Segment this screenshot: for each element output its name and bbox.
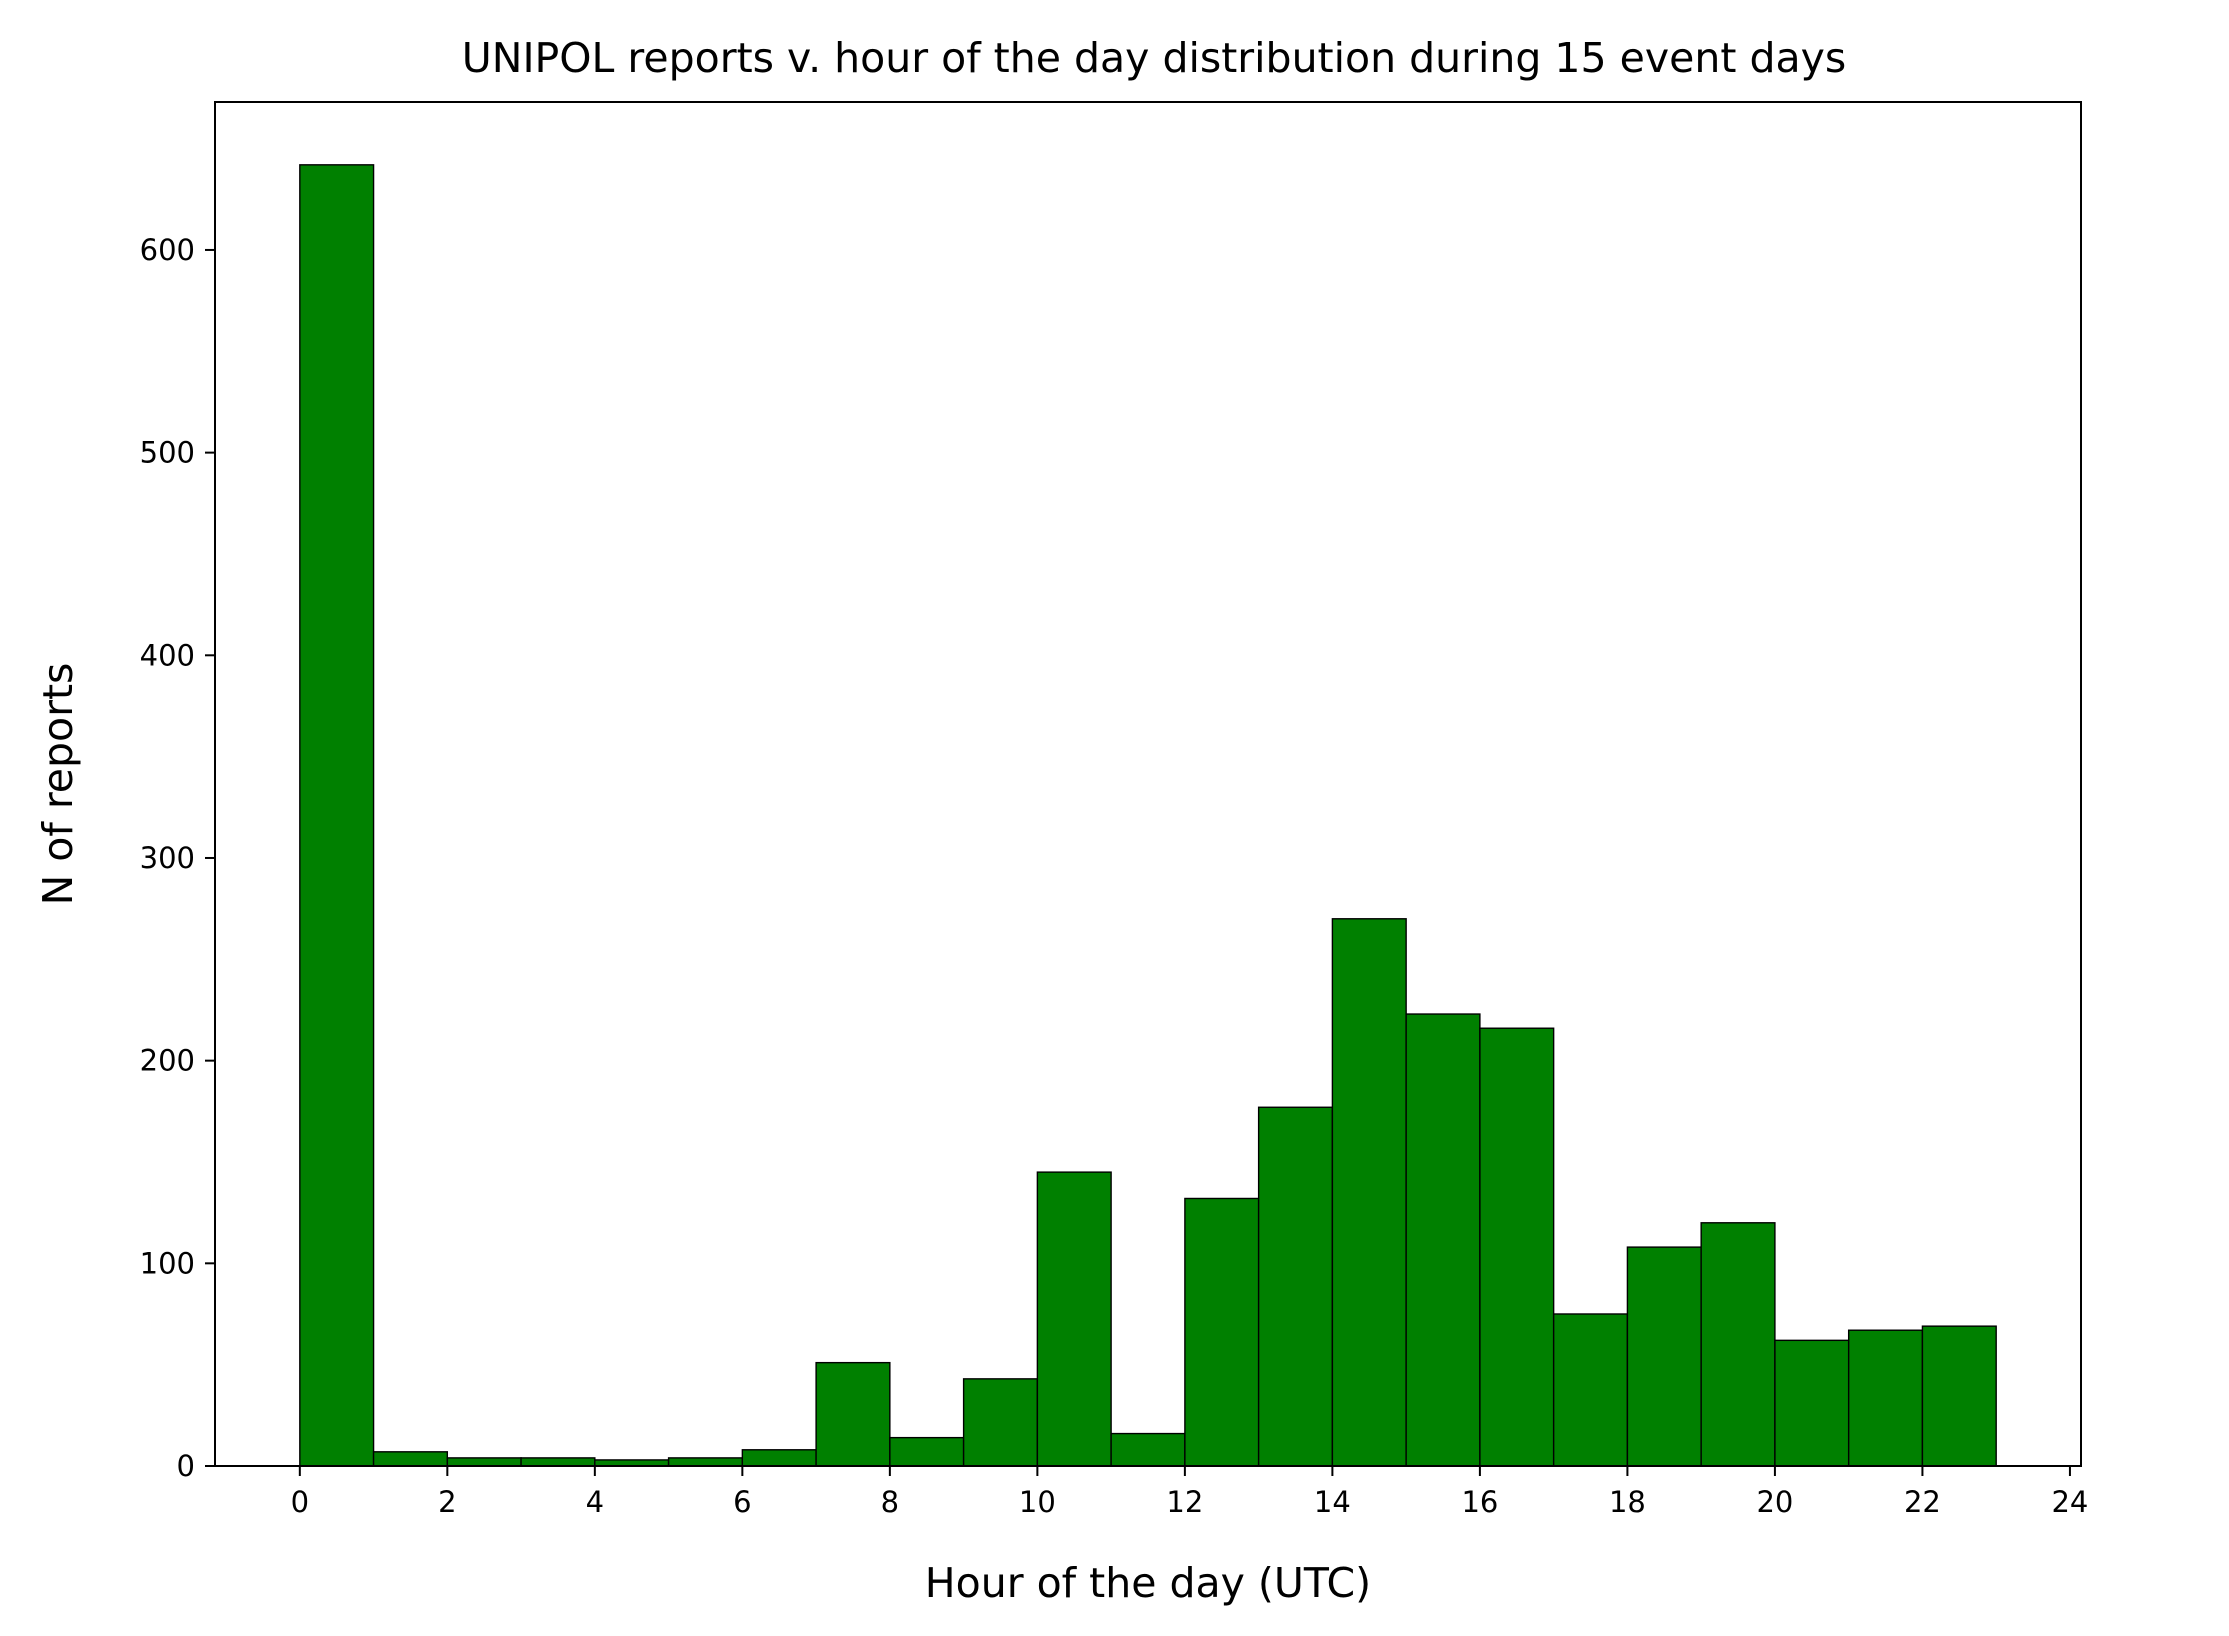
x-tick-label: 14 <box>1314 1485 1351 1519</box>
bar-hour-19 <box>1700 1222 1776 1467</box>
x-axis-ticks: 0 2 4 6 8 10 12 14 16 18 20 22 24 <box>291 1466 2088 1519</box>
bar-hour-9 <box>962 1378 1039 1467</box>
x-tick-label: 24 <box>2051 1485 2088 1519</box>
bar-hour-0 <box>299 164 375 1467</box>
x-tick-label: 4 <box>586 1485 604 1519</box>
bar-hour-3 <box>520 1457 596 1467</box>
bar-hour-13 <box>1257 1106 1334 1467</box>
bar-hour-15 <box>1405 1013 1481 1467</box>
bar-hour-8 <box>889 1436 965 1467</box>
x-axis-label: Hour of the day (UTC) <box>925 1559 1371 1607</box>
y-tick-label: 0 <box>177 1449 195 1483</box>
x-tick-label: 0 <box>291 1485 309 1519</box>
y-tick-label: 600 <box>140 233 195 267</box>
bar-hour-17 <box>1552 1313 1629 1467</box>
bar-hour-16 <box>1479 1027 1555 1467</box>
bar-hour-21 <box>1847 1329 1924 1467</box>
x-tick-label: 16 <box>1461 1485 1498 1519</box>
y-tick-label: 500 <box>140 436 195 470</box>
bar-hour-7 <box>815 1361 891 1467</box>
bar-hour-2 <box>446 1457 522 1467</box>
x-tick-label: 6 <box>733 1485 751 1519</box>
chart-title: UNIPOL reports v. hour of the day distri… <box>462 34 1846 82</box>
bar-hour-12 <box>1184 1197 1260 1467</box>
x-tick-label: 12 <box>1166 1485 1203 1519</box>
y-axis-ticks: 0 100 200 300 400 500 600 <box>140 233 215 1483</box>
bar-hour-5 <box>667 1457 744 1467</box>
bar-hour-6 <box>741 1449 817 1467</box>
bars-group <box>299 164 1997 1467</box>
bar-hour-14 <box>1331 918 1407 1467</box>
x-tick-label: 20 <box>1756 1485 1793 1519</box>
bar-hour-20 <box>1774 1339 1850 1467</box>
bar-hour-10 <box>1036 1171 1112 1467</box>
y-axis-label: N of reports <box>34 663 82 906</box>
x-tick-label: 22 <box>1904 1485 1941 1519</box>
bar-hour-18 <box>1626 1246 1702 1467</box>
bar-hour-11 <box>1110 1432 1186 1467</box>
y-tick-label: 100 <box>140 1246 195 1280</box>
x-tick-label: 8 <box>881 1485 899 1519</box>
y-tick-label: 200 <box>140 1044 195 1078</box>
x-tick-label: 10 <box>1019 1485 1056 1519</box>
y-tick-label: 300 <box>140 841 195 875</box>
bar-hour-22 <box>1921 1325 1997 1467</box>
y-tick-label: 400 <box>140 638 195 672</box>
x-tick-label: 2 <box>438 1485 456 1519</box>
bar-hour-1 <box>372 1451 449 1467</box>
x-tick-label: 18 <box>1609 1485 1646 1519</box>
plot-area-frame <box>214 101 2082 1467</box>
